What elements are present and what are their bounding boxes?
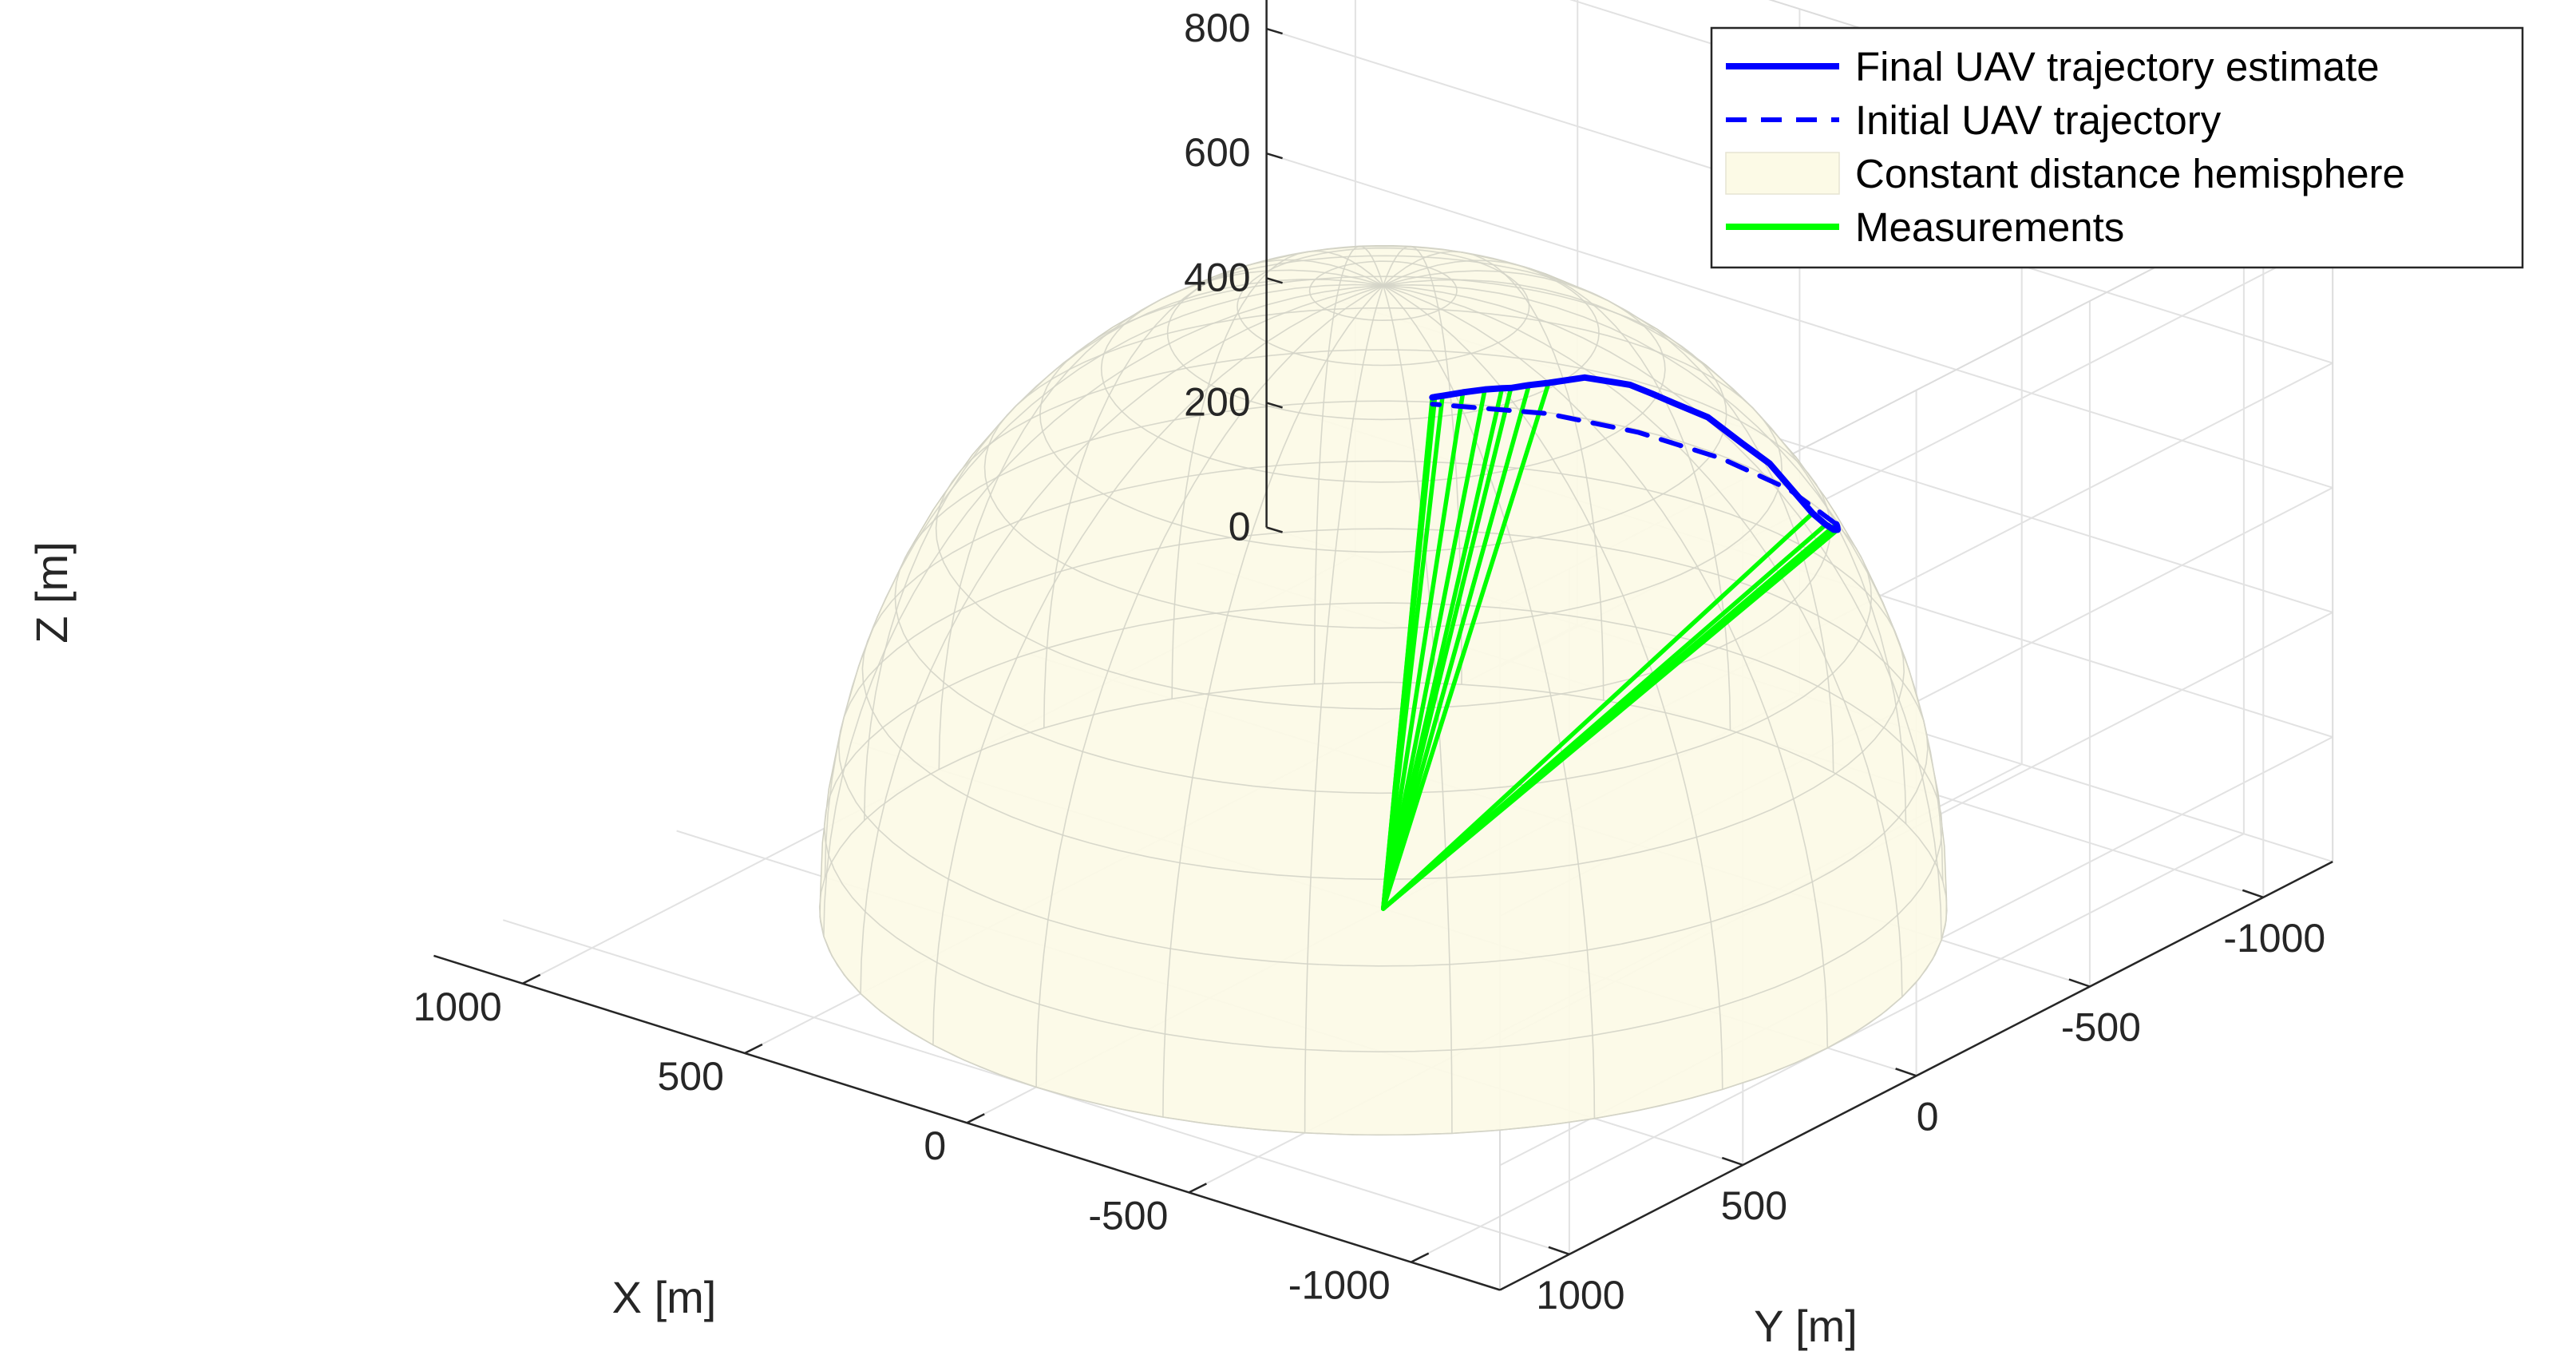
hemisphere-parallel	[818, 681, 1948, 1136]
hemisphere-parallel	[823, 602, 1943, 1053]
x-tick-label: 500	[657, 1054, 723, 1099]
legend-label: Initial UAV trajectory	[1855, 97, 2222, 143]
measurement-ray	[1381, 511, 1815, 911]
hemisphere-parallel	[935, 349, 1831, 710]
x-tick-label: -500	[1088, 1193, 1168, 1238]
measurement-ray	[1381, 380, 1551, 911]
z-tick-label: 0	[1229, 505, 1251, 549]
z-tick-label: 200	[1184, 379, 1250, 424]
grid-line-z	[1266, 153, 2333, 489]
hemisphere-parallel	[1100, 255, 1666, 483]
y-tick	[1895, 1068, 1917, 1077]
x-tick	[966, 1113, 985, 1124]
final-trajectory-line	[1429, 374, 1841, 533]
hemisphere-parallel	[983, 307, 1783, 629]
y-tick	[2068, 978, 2091, 988]
hemisphere-fill	[819, 244, 1948, 1136]
measurement-ray	[1381, 390, 1466, 911]
hemisphere-parallel	[1237, 247, 1530, 367]
y-axis-label: Y [m]	[1754, 1301, 1858, 1351]
x-tick	[522, 973, 541, 985]
z-tick-label: 800	[1184, 6, 1250, 50]
y-tick	[1548, 1246, 1570, 1255]
legend-label: Constant distance hemisphere	[1855, 151, 2405, 196]
legend-label: Measurements	[1855, 204, 2124, 250]
z-tick-label: 400	[1184, 255, 1250, 299]
x-tick-label: -1000	[1288, 1263, 1391, 1308]
y-tick-label: -1000	[2223, 916, 2325, 961]
measurement-ray	[1381, 522, 1828, 911]
y-tick-label: 1000	[1536, 1273, 1624, 1318]
measurement-ray	[1381, 382, 1532, 911]
x-axis-label: X [m]	[612, 1272, 717, 1322]
legend-label: Final UAV trajectory estimate	[1855, 44, 2380, 89]
x-tick	[1188, 1183, 1207, 1194]
measurement-ray	[1381, 387, 1487, 911]
z-tick	[1266, 526, 1283, 533]
z-tick-label: 600	[1184, 130, 1250, 175]
y-tick-label: 0	[1917, 1094, 1939, 1139]
z-tick	[1266, 277, 1283, 284]
hemisphere-parallel	[1039, 275, 1727, 553]
legend-swatch-patch	[1725, 152, 1840, 195]
x-tick	[1411, 1252, 1430, 1263]
hemisphere-parallel	[1308, 260, 1458, 322]
z-axis-label: Z [m]	[26, 541, 77, 644]
hemisphere-parallel	[894, 400, 1873, 794]
z-tick	[1266, 27, 1283, 35]
z-tick	[1266, 402, 1283, 409]
y-tick	[2242, 889, 2264, 898]
y-tick-label: -500	[2061, 1005, 2141, 1050]
chart-series	[1381, 374, 1841, 911]
hemisphere-parallel	[861, 460, 1905, 881]
x-tick	[744, 1043, 763, 1055]
legend-box	[1710, 26, 2524, 269]
y-tick-label: 500	[1721, 1183, 1787, 1228]
y-tick	[1721, 1156, 1743, 1167]
chart-axes: 0200400600800100010005000-500-1000100050…	[26, 0, 2333, 1351]
measurement-ray	[1381, 386, 1505, 911]
measurement-ray	[1381, 394, 1435, 911]
chart-legend: Final UAV trajectory estimate Initial UAV…	[1710, 26, 2524, 269]
hemisphere-parallel	[1166, 245, 1600, 421]
x-tick-label: 1000	[413, 985, 501, 1029]
hemisphere-surface	[818, 244, 1948, 1136]
z-tick	[1266, 153, 1283, 160]
x-tick-label: 0	[924, 1123, 946, 1168]
